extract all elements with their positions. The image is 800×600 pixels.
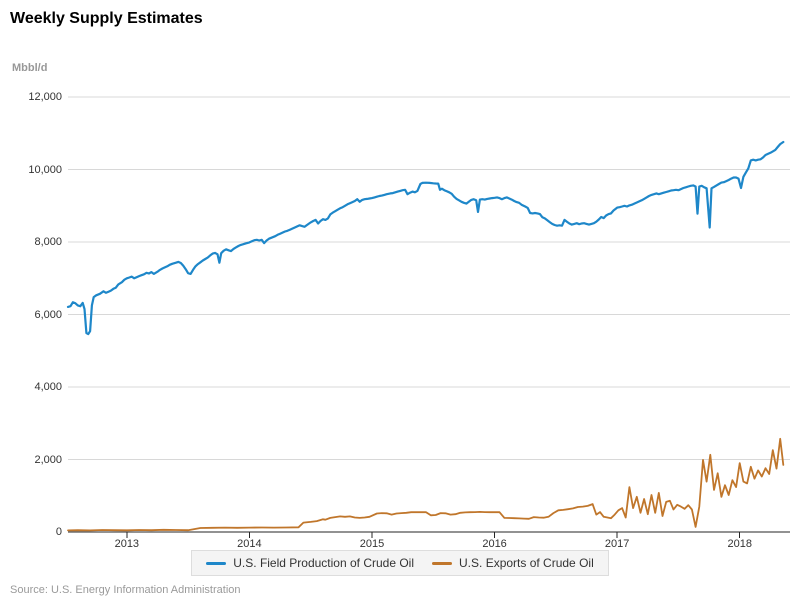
legend: U.S. Field Production of Crude Oil U.S. …: [0, 550, 800, 576]
exports-series-label: U.S. Exports of Crude Oil: [459, 556, 594, 570]
y-tick-label: 12,000: [28, 91, 62, 103]
x-tick-label: 2018: [727, 538, 752, 550]
production-series-swatch-icon: [206, 561, 227, 565]
legend-box: U.S. Field Production of Crude Oil U.S. …: [191, 550, 609, 576]
y-tick-label: 6,000: [34, 308, 62, 321]
page-title: Weekly Supply Estimates: [10, 10, 203, 27]
x-tick-label: 2017: [604, 538, 630, 550]
y-tick-label: 0: [55, 526, 62, 538]
x-tick-label: 2016: [482, 538, 507, 550]
y-tick-label: 8,000: [34, 236, 62, 248]
x-tick-label: 2015: [359, 538, 385, 550]
x-tick-label: 2013: [114, 538, 140, 550]
y-tick-label: 2,000: [34, 453, 62, 466]
legend-item-field-production[interactable]: U.S. Field Production of Crude Oil: [206, 556, 414, 570]
x-tick-label: 2014: [237, 538, 262, 550]
exports-series-swatch-icon: [432, 561, 453, 565]
series-line-field-production: [66, 140, 785, 336]
source-note: Source: U.S. Energy Information Administ…: [10, 584, 241, 596]
legend-item-exports[interactable]: U.S. Exports of Crude Oil: [432, 556, 594, 570]
production-series-label: U.S. Field Production of Crude Oil: [233, 556, 415, 570]
series-line-exports: [67, 437, 785, 532]
y-tick-label: 4,000: [34, 381, 62, 393]
y-tick-label: 10,000: [28, 163, 62, 176]
y-axis-unit-label: Mbbl/d: [12, 62, 48, 74]
